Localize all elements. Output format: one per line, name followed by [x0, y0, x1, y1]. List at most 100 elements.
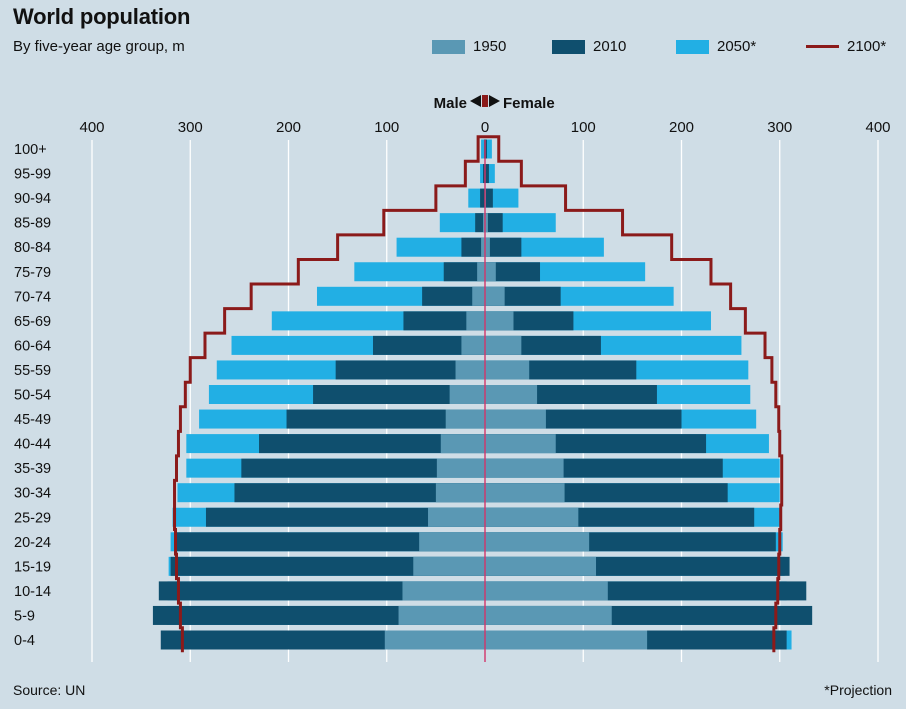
bar-2010-male — [176, 532, 485, 552]
y-tick-label: 95-99 — [14, 167, 51, 183]
line-2100-male — [173, 135, 485, 653]
legend-item-2010: 2010 — [552, 38, 626, 55]
y-tick-label: 50-54 — [14, 388, 51, 404]
legend-item-1950: 1950 — [432, 38, 506, 55]
bar-1950-female — [485, 507, 579, 527]
y-tick-label: 45-49 — [14, 412, 51, 428]
bar-1950-male — [481, 237, 485, 257]
bar-1950-male — [398, 605, 485, 625]
bar-1950-male — [461, 335, 485, 355]
male-label: Male — [434, 95, 467, 112]
bar-2010-female — [485, 262, 541, 282]
bar-2010-male — [403, 311, 485, 331]
bar-1950-female — [485, 213, 488, 233]
line-2100-female — [485, 135, 784, 653]
bar-1950-male — [445, 409, 485, 429]
legend-item-2050: 2050* — [676, 38, 756, 55]
bar-2010-male — [241, 458, 485, 478]
bar-1950-female — [485, 360, 530, 380]
chart-subtitle: By five-year age group, m — [13, 38, 185, 55]
bar-1950-female — [485, 311, 514, 331]
bar-2010-male — [170, 556, 485, 576]
legend-swatch-1950 — [432, 39, 465, 54]
bar-1950-male — [436, 458, 485, 478]
bar-1950-male — [449, 385, 485, 404]
bar-1950-male — [466, 311, 485, 331]
legend-item-2100: 2100* — [806, 38, 886, 55]
bar-1950-female — [485, 556, 597, 576]
bar-2010-male — [461, 237, 485, 257]
bar-1950-female — [485, 237, 490, 257]
bar-1950-male — [440, 434, 485, 454]
arrow-left-icon — [470, 95, 481, 107]
bar-2010-male — [286, 409, 485, 429]
y-tick-label: 55-59 — [14, 363, 51, 379]
bar-1950-male — [483, 213, 485, 233]
bar-2050-female — [485, 188, 519, 208]
bar-2010-male — [313, 385, 485, 404]
y-tick-label: 10-14 — [14, 584, 51, 600]
y-tick-label: 85-89 — [14, 216, 51, 232]
bar-1950-male — [384, 630, 485, 650]
bar-1950-female — [485, 262, 496, 282]
bar-2010-male — [234, 483, 485, 503]
bar-1950-male — [477, 262, 485, 282]
bar-1950-female — [485, 458, 564, 478]
arrow-right-icon — [489, 95, 500, 107]
bar-1950-female — [485, 286, 505, 306]
female-label: Female — [503, 95, 555, 112]
bar-2010-male — [483, 164, 485, 184]
bar-2010-female — [485, 139, 487, 159]
y-tick-label: 40-44 — [14, 437, 51, 453]
bar-1950-female — [485, 385, 538, 404]
x-tick-label: 200 — [669, 119, 694, 136]
bar-1950-male — [455, 360, 485, 380]
y-tick-label: 5-9 — [14, 608, 35, 624]
y-tick-label: 20-24 — [14, 535, 51, 551]
bar-2050-male — [480, 164, 485, 184]
legend-swatch-2050 — [676, 39, 709, 54]
y-tick-label: 80-84 — [14, 240, 51, 256]
y-tick-label: 100+ — [14, 142, 47, 158]
bar-1950-male — [402, 581, 485, 601]
legend-label-1950: 1950 — [473, 38, 507, 55]
y-tick-label: 70-74 — [14, 289, 51, 305]
y-tick-label: 30-34 — [14, 486, 51, 502]
legend-label-2050: 2050* — [717, 38, 757, 55]
y-tick-label: 90-94 — [14, 191, 51, 207]
bar-2050-female — [485, 164, 495, 184]
legend-label-2100: 2100* — [847, 38, 887, 55]
bar-1950-female — [485, 532, 590, 552]
bar-1950-male — [472, 286, 485, 306]
bar-1950-female — [485, 335, 522, 355]
bar-1950-female — [485, 581, 608, 601]
bar-2010-female — [485, 188, 493, 208]
y-tick-label: 60-64 — [14, 338, 51, 354]
x-tick-label: 400 — [79, 119, 104, 136]
x-tick-label: 300 — [767, 119, 792, 136]
x-tick-label: 100 — [571, 119, 596, 136]
x-tick-label: 400 — [865, 119, 890, 136]
chart-title: World population — [13, 4, 191, 29]
bar-1950-male — [428, 507, 485, 527]
bar-2050-male — [481, 139, 485, 159]
bar-1950-male — [435, 483, 485, 503]
bar-1950-male — [413, 556, 485, 576]
x-tick-label: 0 — [481, 119, 489, 136]
y-tick-label: 65-69 — [14, 314, 51, 330]
y-tick-label: 0-4 — [14, 633, 35, 649]
bar-2050-male — [439, 213, 485, 233]
bar-1950-male — [419, 532, 485, 552]
projection-note: *Projection — [824, 682, 892, 698]
bar-2010-male — [480, 188, 485, 208]
divider-marker — [482, 95, 488, 107]
bar-2010-male — [335, 360, 485, 380]
bar-2010-female — [485, 237, 522, 257]
bar-2010-male — [422, 286, 485, 306]
legend-label-2010: 2010 — [593, 38, 627, 55]
y-tick-label: 15-19 — [14, 559, 51, 575]
bar-2050-female — [485, 139, 492, 159]
bar-2010-female — [485, 213, 503, 233]
x-tick-label: 100 — [374, 119, 399, 136]
